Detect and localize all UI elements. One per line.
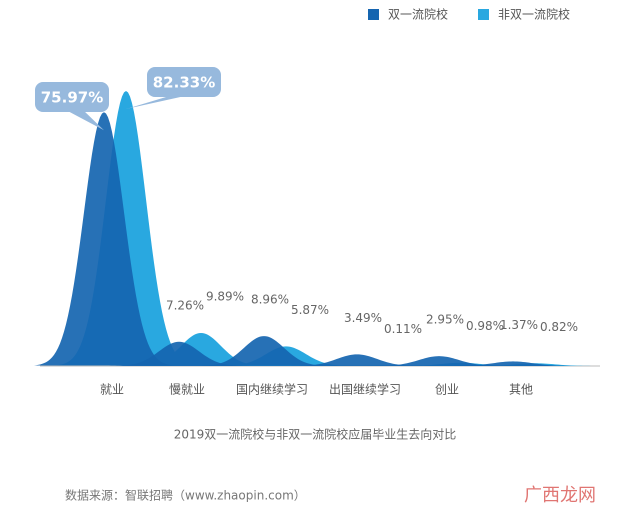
callout-pointer	[126, 94, 194, 110]
value-label: 0.98%	[466, 319, 504, 333]
callout-box	[147, 67, 221, 97]
callout-pointer	[64, 109, 104, 131]
peak	[369, 356, 509, 366]
value-label: 0.11%	[384, 322, 422, 336]
value-label: 2.95%	[426, 313, 464, 327]
callout-box	[35, 82, 109, 112]
value-label: 82.33%	[153, 74, 215, 92]
value-label: 9.89%	[206, 289, 244, 303]
value-label: 0.82%	[540, 320, 578, 334]
value-label: 7.26%	[166, 298, 204, 312]
callout: 82.33%	[126, 67, 221, 110]
value-label: 3.49%	[344, 311, 382, 325]
legend-label: 双一流院校	[388, 7, 448, 22]
value-label: 8.96%	[251, 293, 289, 307]
peak	[109, 341, 249, 366]
legend-swatch	[368, 9, 379, 20]
peak	[287, 354, 427, 366]
x-tick-label: 国内继续学习	[236, 382, 308, 397]
value-label: 1.37%	[500, 318, 538, 332]
legend-swatch	[478, 9, 489, 20]
watermark: 广西龙网	[524, 485, 596, 506]
peak	[194, 336, 334, 366]
x-tick-label: 其他	[509, 383, 533, 397]
legend-label: 非双一流院校	[498, 7, 570, 22]
peak	[34, 112, 174, 366]
value-label: 5.87%	[291, 303, 329, 317]
chart-subtitle: 2019双一流院校与非双一流院校应届毕业生去向对比	[174, 427, 457, 442]
peak	[443, 361, 583, 366]
x-tick-label: 出国继续学习	[329, 382, 401, 397]
peak	[131, 332, 271, 366]
source-note: 数据来源：智联招聘（www.zhaopin.com）	[65, 488, 306, 503]
x-tick-label: 创业	[435, 383, 459, 397]
value-label: 75.97%	[41, 89, 103, 107]
callout: 75.97%	[35, 82, 109, 131]
x-tick-label: 慢就业	[169, 383, 205, 397]
x-tick-label: 就业	[100, 383, 124, 397]
